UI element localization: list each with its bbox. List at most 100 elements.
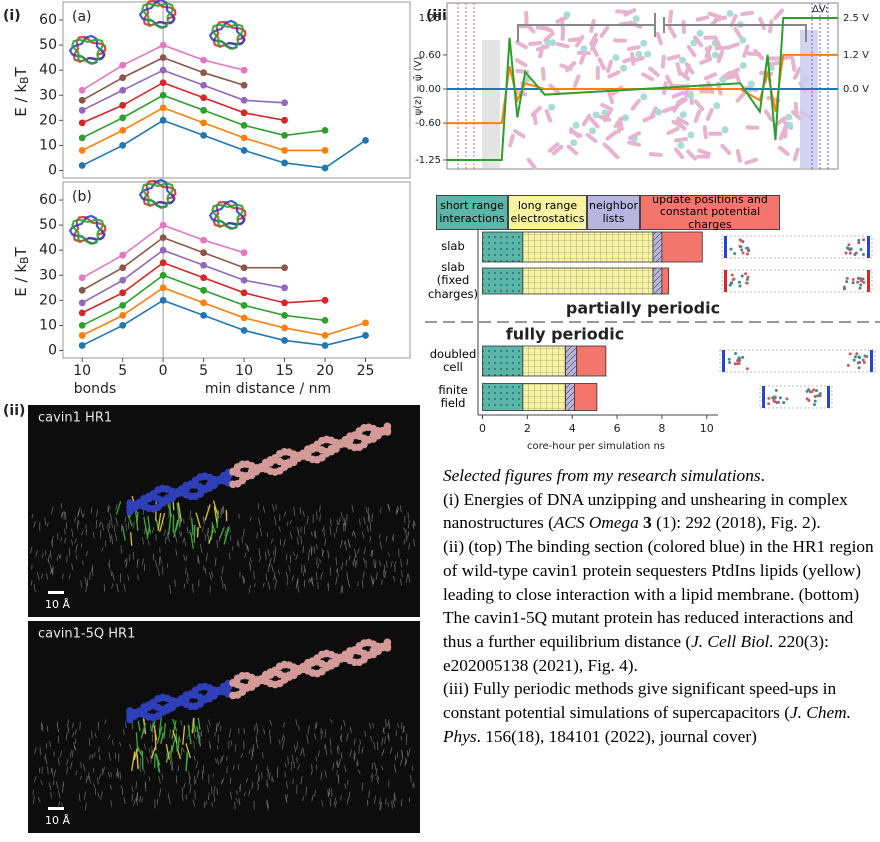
lipid <box>405 529 407 539</box>
data-point <box>240 81 248 89</box>
lipid <box>266 801 269 811</box>
bar-segment <box>482 345 524 377</box>
lipid <box>142 509 145 515</box>
x-axis-label: core-hour per simulation ns <box>527 441 665 452</box>
lipid <box>235 798 239 803</box>
lipid <box>289 519 293 525</box>
data-point <box>119 86 127 94</box>
data-point <box>200 299 208 307</box>
lipid <box>249 516 252 522</box>
lipid <box>395 730 398 737</box>
molecule <box>141 2 175 29</box>
helix-bead <box>383 644 392 652</box>
lipid <box>405 759 408 764</box>
solvent-molecule <box>667 25 677 39</box>
ion <box>563 11 571 19</box>
lipid <box>131 793 134 802</box>
data-point <box>159 296 167 304</box>
data-point <box>240 276 248 284</box>
molecule <box>211 203 245 230</box>
lipid <box>30 580 33 586</box>
solvent-molecule <box>661 105 676 114</box>
schematic-ion <box>862 281 866 285</box>
y-tick-label: 0.60 <box>419 50 441 61</box>
lipid <box>400 722 403 729</box>
schematic-ion <box>858 286 862 290</box>
pip-lipid <box>126 513 133 527</box>
lipid <box>255 735 258 742</box>
lipid <box>329 526 332 536</box>
lipid <box>34 747 37 755</box>
schematic-electrode <box>762 386 765 408</box>
schematic-ion <box>857 241 861 245</box>
lipid <box>300 748 303 756</box>
lipid <box>40 573 44 579</box>
lipid <box>272 777 274 783</box>
lipid <box>220 779 223 785</box>
bar-segment <box>652 267 663 295</box>
series-line <box>81 69 285 112</box>
lipid <box>189 510 192 520</box>
data-point <box>321 316 329 324</box>
label-part: E / k <box>12 264 30 297</box>
lipid <box>87 772 90 781</box>
lipid <box>413 782 415 788</box>
lipid <box>337 569 339 577</box>
pip-lipid <box>150 746 157 759</box>
solvent-molecule <box>600 102 614 112</box>
lipid <box>402 725 405 733</box>
schematic-ion <box>745 281 749 285</box>
lipid <box>387 732 390 740</box>
lipid <box>183 554 186 561</box>
schematic-electrode <box>867 236 870 258</box>
lipid <box>51 535 54 545</box>
data-point <box>281 311 288 319</box>
solvent-molecule <box>526 157 537 170</box>
lipid <box>243 576 246 583</box>
data-point <box>281 131 288 139</box>
lipid <box>383 570 385 578</box>
lipid <box>267 769 270 778</box>
solvent-molecule <box>535 44 550 52</box>
lipid <box>273 571 276 581</box>
lipid <box>163 529 167 537</box>
plot-frame <box>62 1 411 179</box>
lipid <box>178 530 182 537</box>
lipid <box>237 764 240 771</box>
lipid <box>354 560 357 568</box>
lipid <box>171 758 173 767</box>
lipid <box>394 792 396 801</box>
lipid <box>211 570 214 578</box>
lipid <box>245 543 248 548</box>
solvent-molecule <box>714 36 723 51</box>
lipid <box>324 770 327 778</box>
data-point <box>119 114 127 122</box>
lipid <box>205 552 208 562</box>
schematic-cell <box>721 235 873 259</box>
lipid <box>224 583 227 591</box>
lipid <box>124 516 127 523</box>
ion <box>719 76 727 84</box>
lipid <box>349 749 352 757</box>
solvent-molecule <box>626 45 641 52</box>
lipid <box>393 794 396 802</box>
lipid <box>194 778 196 785</box>
lipid <box>277 569 280 575</box>
lipid <box>367 512 370 522</box>
y-axis-label: E / kBT <box>12 246 32 296</box>
solvent-molecule <box>674 97 685 110</box>
schematic-ion <box>745 277 749 281</box>
molecule <box>211 23 245 50</box>
schematic-cell <box>759 385 833 409</box>
lipid <box>135 781 138 789</box>
lipid <box>174 534 178 543</box>
solvent-molecule <box>535 25 550 31</box>
lipid <box>320 571 323 580</box>
lipid <box>216 758 220 765</box>
lipid <box>353 738 356 746</box>
data-point <box>119 289 127 297</box>
lipid <box>50 791 52 799</box>
schematic-ion <box>745 252 749 256</box>
